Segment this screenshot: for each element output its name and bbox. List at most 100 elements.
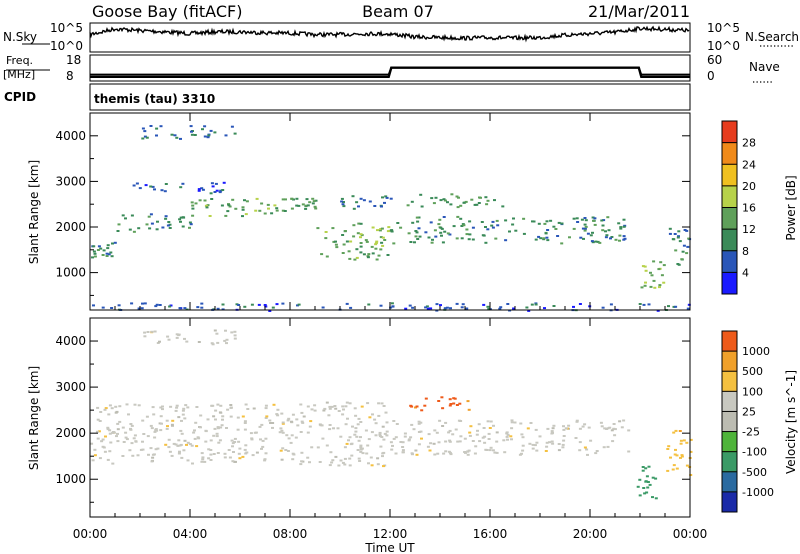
- data-cell: [168, 305, 172, 308]
- data-cell: [312, 200, 316, 203]
- noise-panel-frame: [89, 22, 691, 53]
- data-cell: [446, 201, 449, 204]
- power-feature-6: [316, 222, 392, 261]
- data-cell: [424, 306, 428, 309]
- data-cell: [501, 205, 505, 208]
- data-cell: [155, 228, 159, 231]
- data-cell: [99, 411, 103, 413]
- data-cell: [195, 445, 199, 448]
- data-cell: [197, 189, 201, 192]
- data-cell: [290, 434, 294, 437]
- data-cell: [495, 219, 499, 222]
- data-cell: [602, 219, 606, 222]
- data-cell: [648, 483, 652, 486]
- data-cell: [380, 205, 383, 208]
- data-cell: [374, 243, 378, 246]
- data-cell: [359, 233, 363, 236]
- data-cell: [653, 286, 657, 289]
- data-cell: [443, 230, 447, 233]
- data-cell: [689, 474, 693, 476]
- data-cell: [449, 307, 452, 310]
- data-cell: [484, 226, 487, 228]
- data-cell: [306, 204, 310, 207]
- data-cell: [636, 485, 640, 488]
- data-cell: [420, 409, 424, 412]
- data-cell: [151, 185, 155, 188]
- data-cell: [334, 240, 337, 243]
- data-cell: [207, 457, 211, 460]
- data-cell: [295, 418, 299, 421]
- data-cell: [528, 442, 532, 445]
- data-cell: [359, 242, 363, 244]
- data-cell: [627, 450, 631, 453]
- data-cell: [580, 218, 584, 221]
- data-cell: [458, 440, 462, 443]
- data-cell: [374, 242, 378, 245]
- data-cell: [200, 460, 204, 463]
- data-cell: [209, 449, 213, 451]
- data-cell: [658, 286, 661, 289]
- data-cell: [235, 303, 239, 306]
- data-cell: [581, 227, 585, 230]
- data-cell: [662, 264, 666, 267]
- data-cell: [568, 236, 571, 239]
- data-cell: [441, 241, 445, 244]
- data-cell: [485, 203, 489, 206]
- data-cell: [381, 452, 385, 455]
- range-tick-label: 2000: [55, 426, 86, 440]
- power-plot-area: [90, 113, 690, 310]
- data-cell: [593, 217, 597, 220]
- data-cell: [210, 198, 214, 200]
- data-cell: [643, 284, 647, 287]
- data-cell: [230, 125, 234, 128]
- data-cell: [513, 421, 517, 424]
- data-cell: [357, 457, 361, 460]
- data-cell: [417, 216, 421, 219]
- data-cell: [572, 217, 576, 220]
- data-cell: [287, 417, 291, 420]
- data-cell: [428, 449, 432, 452]
- data-cell: [241, 215, 244, 218]
- data-cell: [218, 411, 222, 414]
- data-cell: [379, 304, 383, 307]
- range-tick-label: 3000: [55, 380, 86, 394]
- data-cell: [177, 334, 181, 337]
- data-cell: [165, 427, 169, 430]
- data-cell: [182, 216, 186, 219]
- data-cell: [386, 254, 390, 256]
- data-cell: [390, 448, 394, 451]
- data-cell: [550, 430, 554, 433]
- data-cell: [291, 413, 295, 416]
- data-cell: [217, 441, 221, 444]
- data-cell: [147, 215, 151, 218]
- data-cell: [378, 229, 382, 232]
- data-cell: [191, 462, 194, 465]
- data-cell: [233, 337, 237, 340]
- data-cell: [134, 440, 138, 443]
- data-cell: [677, 235, 680, 238]
- data-cell: [545, 236, 549, 239]
- data-cell: [191, 204, 195, 207]
- data-cell: [471, 238, 475, 241]
- data-cell: [491, 226, 495, 229]
- data-cell: [592, 219, 595, 222]
- data-cell: [345, 401, 349, 404]
- data-cell: [321, 306, 325, 309]
- data-cell: [166, 335, 170, 338]
- data-cell: [627, 429, 631, 432]
- colorbar-title: Power [dB]: [784, 175, 798, 240]
- data-cell: [160, 189, 164, 192]
- data-cell: [575, 217, 579, 220]
- data-cell: [177, 416, 181, 419]
- data-cell: [378, 431, 382, 434]
- data-cell: [156, 342, 160, 344]
- data-cell: [414, 235, 418, 238]
- data-cell: [643, 265, 647, 268]
- data-cell: [259, 438, 262, 441]
- data-cell: [197, 437, 201, 440]
- data-cell: [598, 241, 602, 244]
- data-cell: [243, 420, 247, 423]
- data-cell: [440, 396, 444, 399]
- data-cell: [419, 430, 423, 433]
- data-cell: [408, 304, 412, 307]
